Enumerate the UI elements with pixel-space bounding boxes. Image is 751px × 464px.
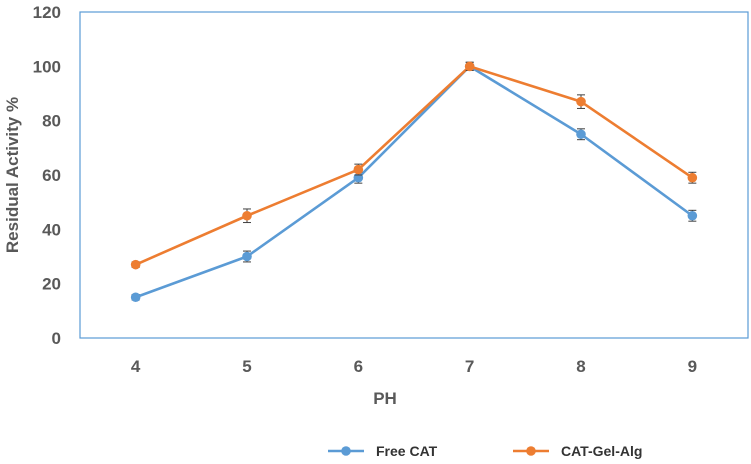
data-point (576, 129, 586, 140)
y-axis-ticks: 0 20 40 60 80 100 120 (33, 3, 61, 348)
data-point (576, 96, 586, 107)
data-point (464, 61, 475, 72)
x-tick-label: 9 (688, 357, 697, 376)
legend-label: CAT-Gel-Alg (561, 443, 642, 459)
legend-label: Free CAT (376, 443, 438, 459)
data-point (130, 259, 141, 270)
y-tick-label: 40 (42, 220, 61, 239)
y-tick-label: 60 (42, 166, 61, 185)
x-tick-label: 5 (242, 357, 251, 376)
x-axis-ticks: 4 5 6 7 8 9 (131, 357, 697, 376)
y-axis-title: Residual Activity % (3, 97, 22, 253)
x-tick-label: 8 (576, 357, 585, 376)
plot-frame (79, 11, 749, 339)
y-tick-label: 0 (52, 329, 61, 348)
series-line-free-cat (135, 65, 694, 299)
legend: Free CAT CAT-Gel-Alg (328, 443, 642, 459)
data-point (242, 210, 252, 221)
x-axis-title: PH (373, 389, 397, 408)
plot-area (79, 11, 749, 339)
legend-item: CAT-Gel-Alg (513, 443, 642, 459)
data-point (687, 172, 698, 183)
series-cat-gel-alg (130, 61, 698, 270)
legend-swatch-marker (526, 446, 536, 456)
x-tick-label: 4 (131, 357, 141, 376)
series-free-cat (130, 61, 698, 303)
data-point (353, 164, 364, 175)
data-point (130, 292, 141, 303)
x-tick-label: 6 (354, 357, 363, 376)
data-point (687, 210, 698, 221)
data-point (242, 251, 252, 262)
y-tick-label: 80 (42, 112, 61, 131)
legend-swatch-marker (341, 446, 351, 456)
y-tick-label: 20 (42, 275, 61, 294)
y-tick-label: 100 (33, 57, 61, 76)
legend-item: Free CAT (328, 443, 438, 459)
series-line-cat-gel-alg (135, 65, 694, 266)
series-layer (130, 61, 698, 303)
y-tick-label: 120 (33, 3, 61, 22)
x-tick-label: 7 (465, 357, 474, 376)
